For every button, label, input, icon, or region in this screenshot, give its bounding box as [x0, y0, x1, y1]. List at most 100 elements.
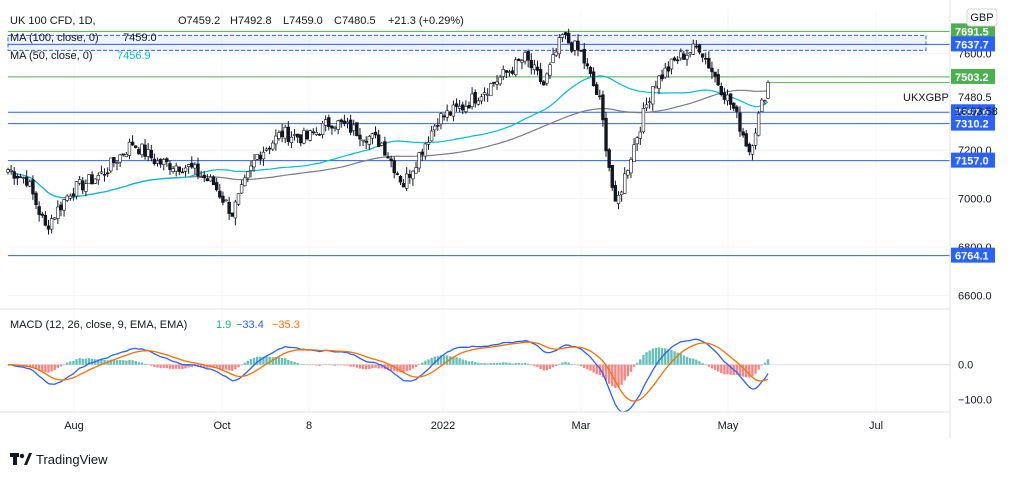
candle-body [40, 213, 44, 216]
macd-histogram-bar [676, 352, 679, 365]
macd-histogram-bar [421, 362, 424, 365]
macd-histogram-bar [109, 359, 112, 365]
macd-histogram-bar [134, 360, 137, 365]
macd-histogram-bar [31, 364, 35, 368]
macd-histogram-bar [523, 362, 527, 365]
macd-histogram-bar [78, 358, 81, 365]
candle-body [461, 104, 465, 111]
candle-body [588, 67, 593, 74]
candle-body [355, 122, 359, 137]
candle-body [654, 85, 658, 89]
candle-body [641, 108, 646, 133]
macd-histogram-bar [249, 359, 253, 365]
macd-histogram-bar [667, 349, 670, 365]
macd-histogram-bar [455, 357, 458, 365]
macd-histogram-bar [125, 360, 128, 365]
candle-body [314, 131, 319, 135]
macd-histogram-bar [620, 364, 623, 385]
macd-histogram-bar [452, 356, 455, 365]
level-badge-label: 7157.0 [955, 156, 989, 168]
candle-body [230, 212, 234, 217]
macd-histogram-bar [380, 364, 383, 369]
candle-body [243, 177, 247, 187]
macd-histogram-bar [364, 364, 368, 370]
macd-histogram-bar [707, 364, 711, 367]
candle-body [619, 191, 624, 195]
macd-tick-label: −100.0 [958, 395, 992, 407]
candle-body [697, 44, 702, 53]
macd-histogram-bar [430, 357, 433, 365]
candle-body [143, 144, 147, 157]
macd-histogram-bar [240, 364, 243, 366]
candle-body [735, 106, 739, 112]
macd-histogram-bar [424, 360, 427, 365]
candle-body [651, 86, 655, 105]
level-badge [951, 36, 995, 52]
macd-histogram-bar [589, 364, 592, 371]
macd-histogram-bar [470, 361, 474, 365]
candle-body [607, 149, 611, 168]
macd-histogram-bar [128, 360, 131, 365]
macd-histogram-bar [340, 364, 343, 366]
macd-histogram-bar [212, 364, 215, 368]
macd-histogram-bar [704, 364, 707, 366]
candle-body [732, 102, 736, 109]
candle-body [563, 32, 568, 35]
macd-histogram-bar [168, 364, 172, 369]
macd-histogram-bar [720, 364, 723, 374]
macd-histogram-bar [268, 356, 271, 365]
macd-hist-value: 1.9 [216, 319, 231, 331]
candle-body [193, 164, 197, 169]
macd-histogram-bar [47, 364, 50, 373]
macd-histogram-bar [442, 355, 446, 365]
candle-body [49, 218, 54, 230]
macd-histogram-bar [131, 360, 134, 365]
candle-body [59, 204, 63, 211]
candle-body [626, 170, 630, 176]
candle-body [457, 105, 462, 109]
candle-body [180, 171, 185, 174]
candle-body [688, 52, 692, 55]
candle-body [707, 57, 711, 69]
candle-body [417, 152, 421, 169]
candle-body [554, 51, 558, 56]
candle-body [532, 64, 537, 70]
candle-body [635, 137, 639, 145]
legend-close: C7480.5 [334, 15, 376, 27]
candle-body [302, 130, 306, 144]
candle-body [489, 83, 493, 97]
candle-body [348, 119, 353, 133]
macd-histogram-bar [361, 364, 365, 370]
candle-body [367, 136, 372, 145]
macd-histogram-bar [713, 364, 717, 370]
candle-body [214, 182, 219, 191]
candle-body [43, 214, 48, 226]
macd-histogram-bar [651, 348, 654, 365]
legend-high: H7492.8 [230, 15, 272, 27]
macd-pane: 0.0 −100.0 [6, 338, 992, 413]
macd-histogram-bar [741, 364, 745, 377]
macd-histogram-bar [639, 359, 642, 365]
macd-histogram-bar [28, 364, 32, 367]
candle-body [370, 133, 375, 139]
macd-histogram-bar [738, 364, 742, 377]
candle-body [102, 174, 107, 176]
macd-histogram-bar [118, 359, 122, 365]
macd-histogram-bar [635, 362, 639, 365]
grid-layer: 7600.07200.07000.06800.06600.0AugOct8202… [8, 10, 992, 432]
macd-histogram-bar [199, 364, 203, 368]
candle-body [423, 143, 428, 157]
candle-body [34, 192, 38, 206]
candle-body [330, 125, 334, 129]
candle-body [77, 179, 82, 184]
candle-body [495, 81, 499, 85]
legend-ma100-label: MA (100, close, 0) [10, 32, 99, 44]
currency-badge[interactable] [966, 8, 998, 27]
candle-body [426, 141, 431, 145]
macd-histogram-bar [592, 364, 595, 373]
macd-histogram-bar [265, 356, 268, 365]
candle-body [299, 134, 303, 144]
ma50-line [7, 75, 769, 199]
candle-body [12, 171, 16, 179]
